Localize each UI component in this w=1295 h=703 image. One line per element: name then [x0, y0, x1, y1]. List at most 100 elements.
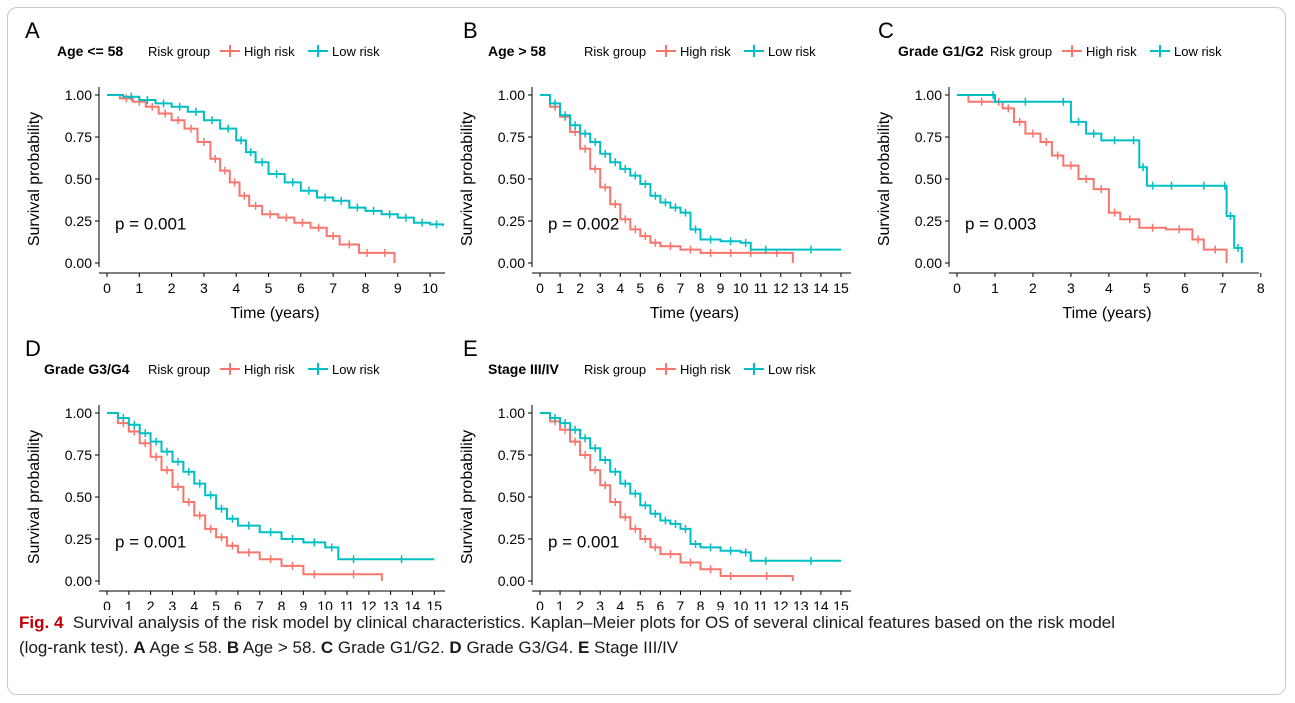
legend-title: Risk group — [990, 44, 1052, 59]
x-tick-label: 12 — [773, 598, 789, 610]
y-tick-label: 0.75 — [65, 129, 92, 145]
x-tick-label: 6 — [656, 280, 664, 296]
legend-high-label: High risk — [680, 362, 731, 377]
figure-caption: Fig. 4 Survival analysis of the risk mod… — [19, 610, 1274, 660]
low-risk-curve — [540, 412, 841, 562]
panel-letter: D — [25, 336, 41, 361]
x-tick-label: 0 — [103, 280, 111, 296]
caption-letter-e: E — [577, 638, 590, 657]
x-tick-label: 14 — [813, 280, 829, 296]
y-tick-label: 0.25 — [65, 531, 92, 547]
y-tick-label: 0.75 — [498, 129, 525, 145]
x-tick-label: 7 — [677, 280, 685, 296]
km-panel-b: B Age > 58 Risk group High risk Low risk 0.00… — [459, 18, 851, 322]
legend-low-label: Low risk — [332, 362, 380, 377]
x-tick-label: 15 — [426, 598, 442, 610]
x-tick-label: 1 — [125, 598, 133, 610]
caption-letter-c: C — [320, 638, 334, 657]
p-value: p = 0.001 — [548, 532, 619, 551]
x-tick-label: 2 — [147, 598, 155, 610]
x-tick-label: 9 — [394, 280, 402, 296]
y-tick-label: 1.00 — [65, 87, 92, 103]
x-tick-label: 5 — [212, 598, 220, 610]
x-tick-label: 4 — [1105, 280, 1113, 296]
legend-high-label: High risk — [1086, 44, 1137, 59]
x-tick-label: 11 — [753, 598, 768, 610]
x-tick-label: 0 — [536, 280, 544, 296]
x-tick-label: 13 — [383, 598, 399, 610]
x-tick-label: 1 — [991, 280, 999, 296]
caption-letter-b: B — [226, 638, 240, 657]
y-tick-label: 0.00 — [498, 573, 525, 589]
high-risk-curve — [957, 94, 1228, 263]
x-tick-label: 7 — [329, 280, 337, 296]
x-tick-label: 3 — [1067, 280, 1075, 296]
y-tick-label: 0.25 — [498, 531, 525, 547]
x-tick-label: 5 — [1143, 280, 1151, 296]
legend-title: Risk group — [148, 44, 210, 59]
x-tick-label: 7 — [1219, 280, 1227, 296]
y-axis-label: Survival probability — [26, 112, 43, 246]
x-tick-label: 8 — [362, 280, 370, 296]
panel-title: Grade G1/G2 — [898, 43, 984, 59]
legend-title: Risk group — [148, 362, 210, 377]
high-risk-curve — [540, 412, 794, 581]
legend-title: Risk group — [584, 362, 646, 377]
x-tick-label: 15 — [833, 280, 849, 296]
x-axis-label: Time (years) — [1062, 305, 1151, 322]
legend-high-label: High risk — [680, 44, 731, 59]
caption-item-c: Grade G1/G2. — [337, 638, 445, 657]
figure-frame — [7, 7, 1286, 695]
panel-letter: A — [25, 18, 40, 43]
x-tick-label: 12 — [773, 280, 789, 296]
x-tick-label: 8 — [697, 598, 705, 610]
y-tick-label: 0.00 — [65, 573, 92, 589]
y-tick-label: 0.00 — [915, 255, 942, 271]
high-risk-curve — [107, 412, 383, 581]
y-tick-label: 0.50 — [498, 171, 525, 187]
y-tick-label: 0.25 — [498, 213, 525, 229]
low-risk-curve — [107, 94, 444, 226]
p-value: p = 0.002 — [548, 214, 619, 233]
x-tick-label: 6 — [1181, 280, 1189, 296]
km-panel-e: E Stage III/IV Risk group High risk Low risk… — [459, 336, 851, 610]
x-tick-label: 14 — [813, 598, 829, 610]
x-tick-label: 0 — [953, 280, 961, 296]
x-tick-label: 5 — [265, 280, 273, 296]
x-tick-label: 9 — [299, 598, 307, 610]
x-tick-label: 2 — [1029, 280, 1037, 296]
x-tick-label: 12 — [361, 598, 377, 610]
x-tick-label: 4 — [232, 280, 240, 296]
x-tick-label: 6 — [234, 598, 242, 610]
km-panel-a: A Age <= 58 Risk group High risk Low risk 0.0… — [25, 18, 445, 322]
caption-item-d: Grade G3/G4. — [466, 638, 574, 657]
high-risk-curve — [540, 94, 794, 263]
y-tick-label: 1.00 — [915, 87, 942, 103]
x-tick-label: 13 — [793, 598, 809, 610]
x-tick-label: 1 — [556, 280, 564, 296]
x-tick-label: 13 — [793, 280, 809, 296]
y-tick-label: 1.00 — [498, 87, 525, 103]
x-tick-label: 4 — [616, 280, 624, 296]
caption-line-1: Fig. 4 Survival analysis of the risk mod… — [19, 610, 1274, 635]
x-tick-label: 1 — [135, 280, 143, 296]
caption-item-e: Stage III/IV — [594, 638, 679, 657]
x-tick-label: 8 — [697, 280, 705, 296]
x-tick-label: 10 — [422, 280, 438, 296]
legend-high-label: High risk — [244, 362, 295, 377]
y-axis-label: Survival probability — [459, 430, 476, 564]
x-tick-label: 2 — [168, 280, 176, 296]
x-tick-label: 5 — [636, 280, 644, 296]
x-tick-label: 11 — [340, 598, 355, 610]
y-tick-label: 0.00 — [65, 255, 92, 271]
y-tick-label: 1.00 — [65, 405, 92, 421]
x-tick-label: 7 — [256, 598, 264, 610]
x-tick-label: 4 — [616, 598, 624, 610]
legend-low-label: Low risk — [1174, 44, 1222, 59]
x-tick-label: 4 — [190, 598, 198, 610]
panel-letter: C — [878, 18, 894, 43]
x-tick-label: 0 — [536, 598, 544, 610]
x-tick-label: 2 — [576, 598, 584, 610]
